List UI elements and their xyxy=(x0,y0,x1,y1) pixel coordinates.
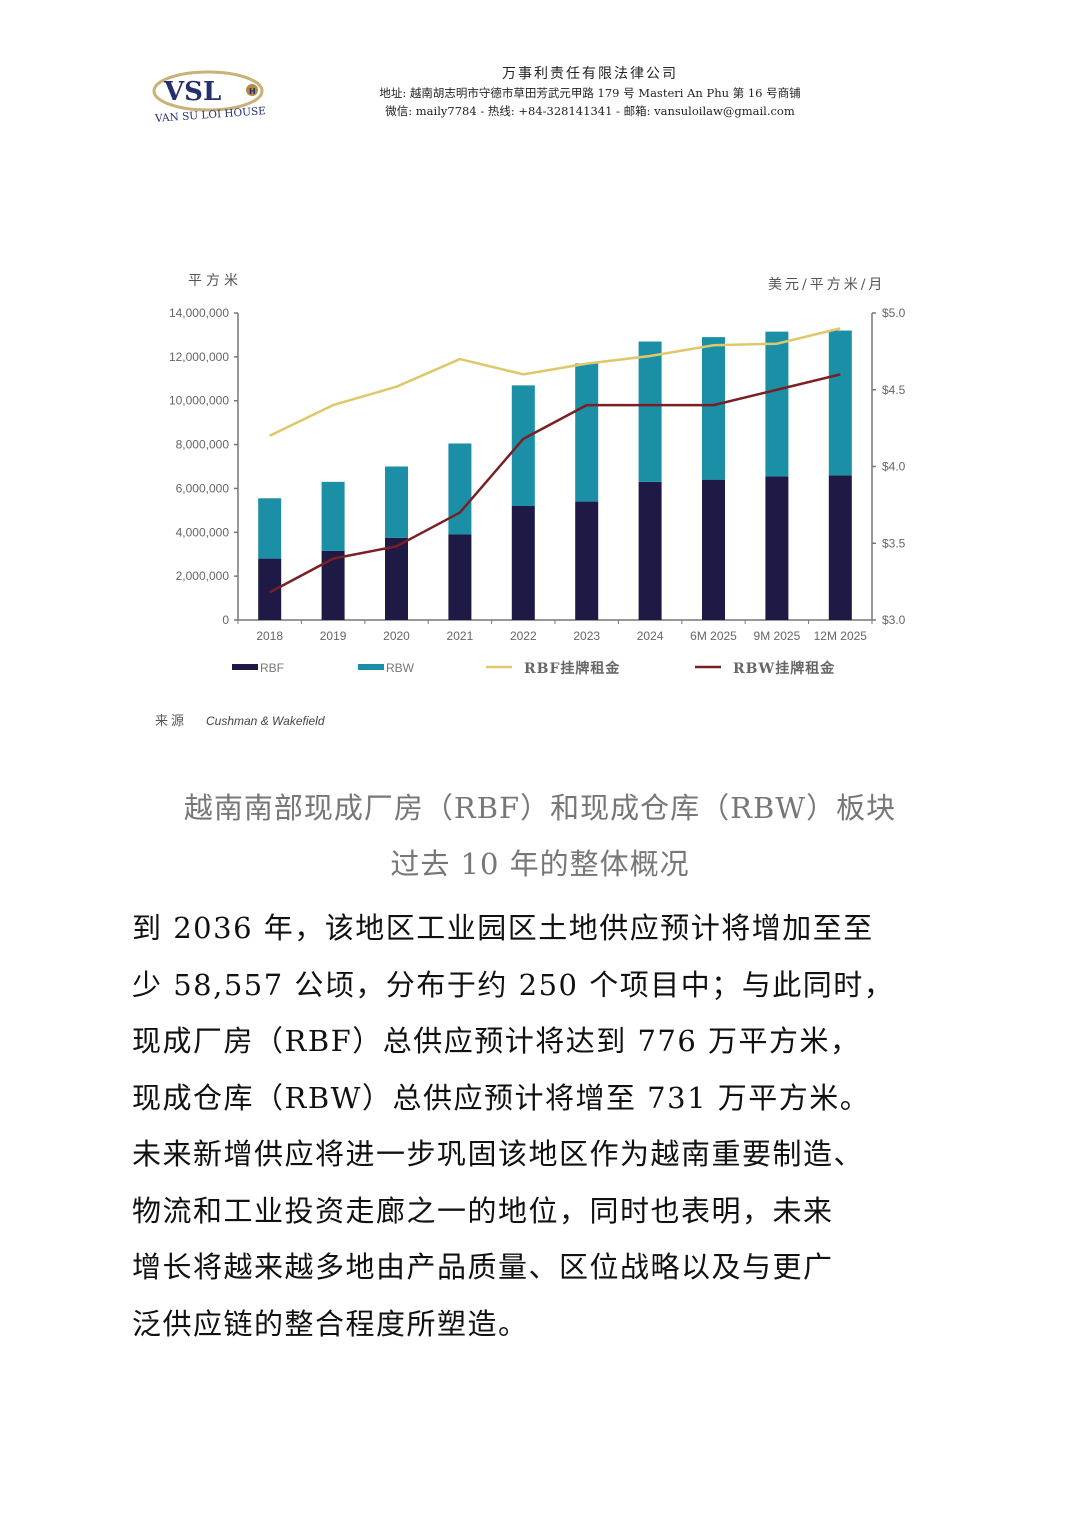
svg-text:VAN SU LOI HOUSE: VAN SU LOI HOUSE xyxy=(154,105,266,125)
bar-rbf xyxy=(258,558,282,620)
figure-caption: 越南南部现成厂房（RBF）和现成仓库（RBW）板块 过去 10 年的整体概况 xyxy=(120,780,960,892)
legend-label: RBW挂牌租金 xyxy=(733,660,835,677)
company-info: 万事利责任有限法律公司 地址: 越南胡志明市守德市草田芳武元甲路 179 号 M… xyxy=(300,64,880,120)
left-tick-label: 4,000,000 xyxy=(176,525,230,539)
vsl-logo: VSL H VAN SU LOI HOUSE xyxy=(152,70,266,125)
left-tick-label: 2,000,000 xyxy=(176,569,230,583)
body-line: 现成仓库（RBW）总供应预计将增至 731 万平方米。 xyxy=(132,1080,871,1115)
source-name: Cushman & Wakefield xyxy=(206,714,325,728)
right-tick-label: $5.0 xyxy=(882,306,906,320)
bar-rbw xyxy=(321,481,345,551)
company-contact: 微信: maily7784 - 热线: +84-328141341 - 邮箱: … xyxy=(385,104,795,118)
x-tick-label: 2021 xyxy=(447,629,474,643)
left-axis-title: 平方米 xyxy=(188,273,242,289)
right-axis-title: 美元/平方米/月 xyxy=(768,277,885,293)
legend-label: RBW xyxy=(386,661,415,675)
bar-rbw xyxy=(828,330,852,476)
rbw-rent-line xyxy=(269,373,841,594)
svg-text:VSL: VSL xyxy=(163,77,221,107)
right-tick-label: $3.5 xyxy=(882,536,906,550)
legend-swatch xyxy=(232,664,258,670)
x-tick-label: 12M 2025 xyxy=(814,629,868,643)
bar-rbw xyxy=(448,443,472,535)
x-tick-label: 2024 xyxy=(637,629,664,643)
bar-rbf xyxy=(321,550,345,620)
body-line: 增长将越来越多地由产品质量、区位战略以及与更广 xyxy=(132,1250,834,1284)
x-tick-label: 2022 xyxy=(510,629,537,643)
bar-rbw xyxy=(385,466,408,538)
company-address: 地址: 越南胡志明市守德市草田芳武元甲路 179 号 Masteri An Ph… xyxy=(379,86,801,100)
bar-rbf xyxy=(702,479,725,620)
letterhead: VSL H VAN SU LOI HOUSE 万事利责任有限法律公司 地址: 越… xyxy=(0,0,1080,140)
bar-rbw xyxy=(258,498,282,559)
x-tick-label: 2023 xyxy=(573,629,600,643)
bar-rbw xyxy=(575,363,599,502)
rbf-rent-line xyxy=(269,327,841,437)
body-line: 少 58,557 公顷，分布于约 250 个项目中；与此同时， xyxy=(132,967,895,1002)
body-line: 物流和工业投资走廊之一的地位，同时也表明，未来 xyxy=(132,1193,834,1228)
bar-rbw xyxy=(638,341,662,482)
source-label: 来源 xyxy=(155,714,187,729)
body-paragraph: 到 2036 年，该地区工业园区土地供应预计将增加至至 少 58,557 公顷，… xyxy=(132,900,1012,1352)
right-tick-label: $4.0 xyxy=(882,460,906,474)
legend-label: RBF xyxy=(260,661,284,675)
bar-rbf xyxy=(575,501,599,620)
caption-line-1: 越南南部现成厂房（RBF）和现成仓库（RBW）板块 xyxy=(183,791,897,825)
x-tick-label: 9M 2025 xyxy=(754,629,801,643)
company-name: 万事利责任有限法律公司 xyxy=(502,66,678,82)
legend-label: RBF挂牌租金 xyxy=(524,660,620,677)
x-tick-label: 2020 xyxy=(383,629,410,643)
bar-rbf xyxy=(638,481,662,620)
body-line: 泛供应链的整合程度所塑造。 xyxy=(132,1306,529,1341)
left-tick-label: 6,000,000 xyxy=(176,481,230,495)
left-tick-label: 10,000,000 xyxy=(169,394,229,408)
x-tick-label: 6M 2025 xyxy=(690,629,737,643)
svg-text:H: H xyxy=(249,87,256,96)
right-tick-label: $3.0 xyxy=(882,613,906,627)
x-tick-label: 2019 xyxy=(320,629,347,643)
bar-rbf xyxy=(385,537,408,620)
bar-rbw xyxy=(702,337,725,480)
legend-swatch xyxy=(358,664,384,670)
left-tick-label: 14,000,000 xyxy=(169,306,229,320)
supply-rent-chart: 平方米 美元/平方米/月 0 2,000,000 4,000,000 6,000,000 8… xyxy=(150,265,930,740)
x-tick-label: 2018 xyxy=(256,629,283,643)
body-line: 现成厂房（RBF）总供应预计将达到 776 万平方米， xyxy=(132,1024,861,1058)
right-tick-label: $4.5 xyxy=(882,383,906,397)
bar-rbf xyxy=(511,505,535,620)
bar-rbf xyxy=(448,534,472,620)
bar-rbw xyxy=(765,331,789,477)
left-tick-label: 0 xyxy=(222,613,229,627)
bar-rbf xyxy=(765,476,789,620)
left-tick-label: 8,000,000 xyxy=(176,438,230,452)
caption-line-2: 过去 10 年的整体概况 xyxy=(390,847,690,881)
body-line: 到 2036 年，该地区工业园区土地供应预计将增加至至 xyxy=(132,911,874,945)
bar-rbf xyxy=(828,475,852,620)
chart-svg: 平方米 美元/平方米/月 0 2,000,000 4,000,000 6,000,000 8… xyxy=(155,273,906,729)
left-tick-label: 12,000,000 xyxy=(169,350,229,364)
body-line: 未来新增供应将进一步巩固该地区作为越南重要制造、 xyxy=(132,1137,865,1171)
bar-rbw xyxy=(511,385,535,506)
